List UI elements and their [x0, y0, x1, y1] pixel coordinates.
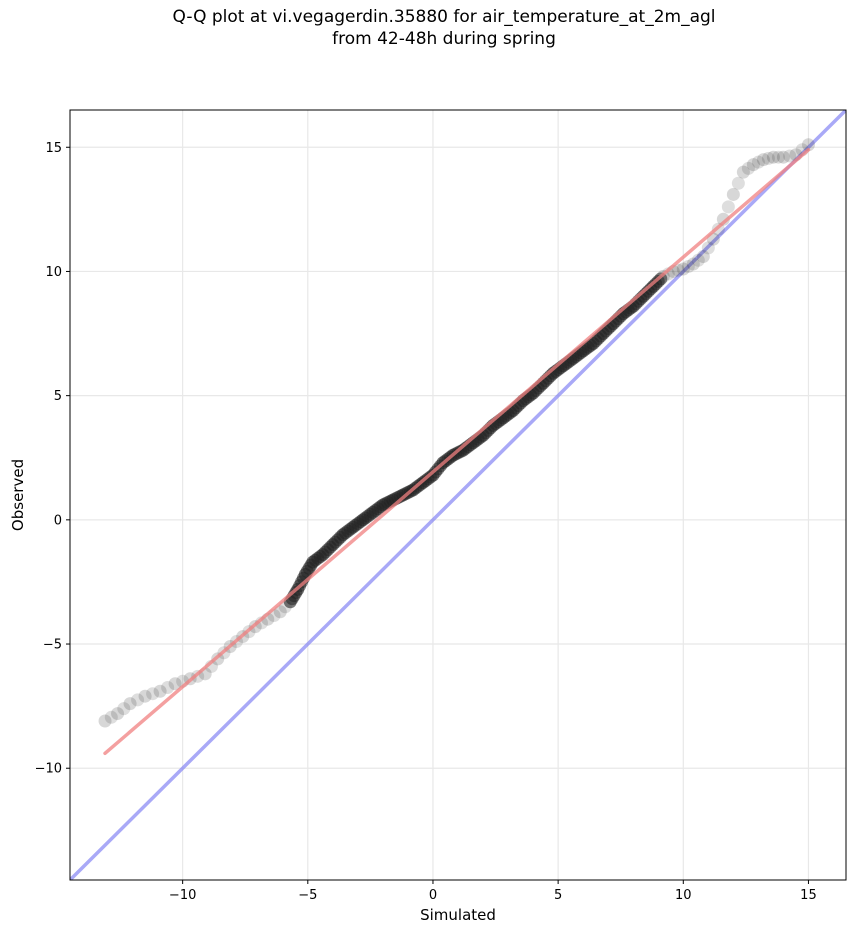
qq-point [98, 714, 112, 728]
chart-title: Q-Q plot at vi.vegagerdin.35880 for air_… [172, 7, 716, 27]
plot-marks [70, 110, 846, 880]
qq-point [746, 158, 760, 172]
qq-point [273, 605, 287, 619]
qq-point [696, 250, 710, 264]
qq-point [168, 677, 182, 691]
qq-point [751, 155, 765, 169]
qq-point [131, 693, 145, 707]
chart-subtitle: from 42-48h during spring [332, 29, 556, 49]
grid-lines [70, 110, 846, 880]
qq-point [783, 149, 797, 163]
qq-point [726, 187, 740, 201]
x-axis-label: Simulated [420, 906, 496, 924]
chart-title-block: Q-Q plot at vi.vegagerdin.35880 for air_… [0, 6, 854, 50]
qq-point [138, 689, 152, 703]
qq-point [736, 165, 750, 179]
x-tick-label: 15 [800, 888, 817, 903]
axes-frame [69, 109, 847, 881]
qq-point [801, 138, 815, 152]
qq-point [146, 687, 160, 701]
x-tick-label: −10 [169, 888, 196, 903]
qq-point [111, 707, 125, 721]
qq-point [686, 257, 700, 271]
y-tick-label: −10 [35, 762, 62, 777]
axis-ticks: −10 −5 0 5 10 15 −10 −5 0 5 10 15 [35, 141, 817, 903]
identity-line [70, 110, 846, 880]
qq-point [721, 200, 735, 214]
qq-point [161, 681, 175, 694]
x-tick-label: −5 [298, 888, 317, 903]
qq-point [771, 150, 785, 164]
y-tick-label: −5 [43, 638, 62, 653]
y-tick-label: 15 [45, 141, 62, 156]
y-tick-label: 0 [54, 513, 62, 528]
qq-point [761, 151, 775, 165]
qq-point [716, 212, 730, 226]
qq-point [123, 697, 137, 711]
qq-point [731, 176, 745, 190]
y-tick-label: 5 [54, 389, 62, 404]
x-tick-label: 5 [554, 888, 562, 903]
qq-point [766, 150, 780, 164]
qq-point [104, 710, 118, 724]
y-axis-label: Observed [9, 459, 27, 531]
qq-point [117, 702, 131, 716]
qq-point [671, 263, 685, 277]
qq-point [676, 262, 690, 276]
x-tick-label: 0 [429, 888, 437, 903]
qq-point [776, 150, 790, 164]
qq-point [691, 253, 705, 267]
qq-point [701, 241, 715, 255]
y-tick-label: 10 [45, 265, 62, 280]
x-tick-label: 10 [675, 888, 692, 903]
qq-point [153, 684, 167, 698]
fit-line [103, 147, 811, 756]
qq-point [681, 259, 695, 273]
qq-point [756, 153, 770, 167]
qq-point [741, 161, 755, 175]
